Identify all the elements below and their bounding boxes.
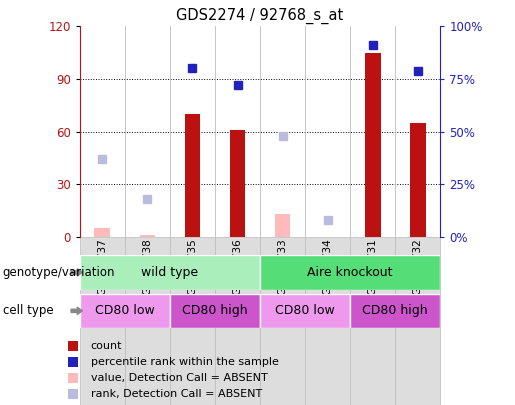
Bar: [170, 294, 260, 328]
Bar: [410, 123, 426, 237]
Bar: [80, 294, 170, 328]
Text: wild type: wild type: [142, 266, 198, 279]
Bar: [184, 114, 200, 237]
FancyBboxPatch shape: [80, 237, 125, 405]
FancyBboxPatch shape: [170, 237, 215, 405]
Text: cell type: cell type: [3, 304, 53, 318]
Text: CD80 high: CD80 high: [363, 304, 428, 318]
Bar: [230, 130, 246, 237]
Text: CD80 low: CD80 low: [95, 304, 155, 318]
FancyBboxPatch shape: [396, 237, 440, 405]
Text: value, Detection Call = ABSENT: value, Detection Call = ABSENT: [91, 373, 267, 383]
Text: genotype/variation: genotype/variation: [3, 266, 115, 279]
Bar: [365, 53, 381, 237]
Text: percentile rank within the sample: percentile rank within the sample: [91, 357, 279, 367]
FancyBboxPatch shape: [125, 237, 170, 405]
FancyBboxPatch shape: [215, 237, 260, 405]
Text: CD80 high: CD80 high: [182, 304, 248, 318]
Text: CD80 low: CD80 low: [275, 304, 335, 318]
Bar: [80, 255, 260, 290]
Bar: [274, 214, 290, 237]
Text: Aire knockout: Aire knockout: [307, 266, 393, 279]
Bar: [350, 294, 440, 328]
Bar: [260, 255, 440, 290]
Title: GDS2274 / 92768_s_at: GDS2274 / 92768_s_at: [177, 7, 344, 23]
Bar: [140, 235, 156, 237]
Text: count: count: [91, 341, 122, 351]
Text: rank, Detection Call = ABSENT: rank, Detection Call = ABSENT: [91, 389, 262, 399]
FancyBboxPatch shape: [260, 237, 305, 405]
Bar: [260, 294, 350, 328]
Bar: [94, 228, 110, 237]
FancyBboxPatch shape: [305, 237, 350, 405]
FancyBboxPatch shape: [350, 237, 396, 405]
